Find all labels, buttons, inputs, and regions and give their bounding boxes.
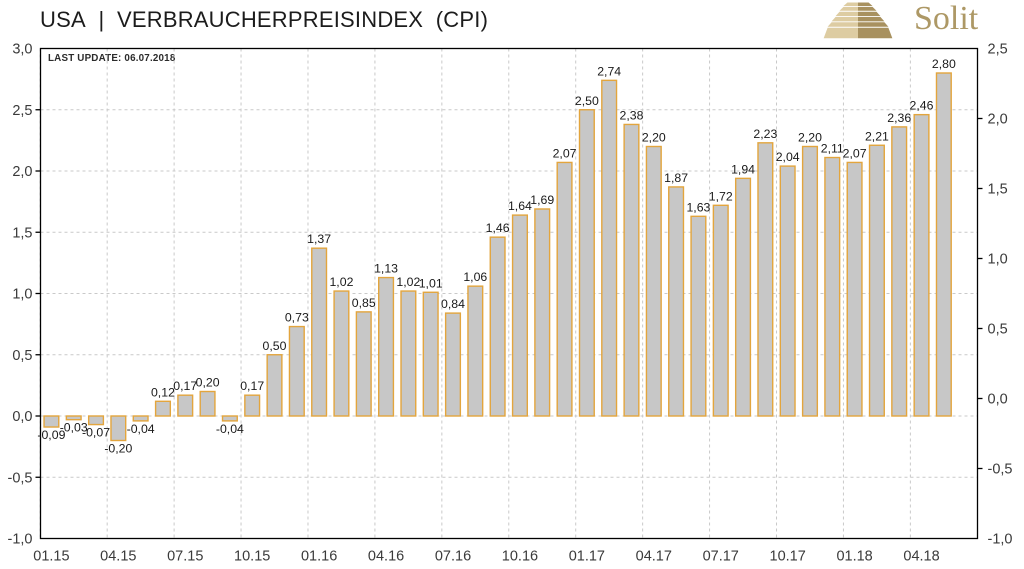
svg-text:07.15: 07.15 <box>167 549 203 565</box>
svg-text:2,38: 2,38 <box>620 108 644 122</box>
svg-text:0,17: 0,17 <box>240 379 264 393</box>
svg-text:2,07: 2,07 <box>553 146 577 160</box>
svg-text:2,07: 2,07 <box>843 146 867 160</box>
svg-text:01.17: 01.17 <box>569 549 605 565</box>
svg-text:0,73: 0,73 <box>285 311 309 325</box>
svg-text:04.18: 04.18 <box>903 549 939 565</box>
svg-text:10.15: 10.15 <box>234 549 270 565</box>
svg-text:1,13: 1,13 <box>374 262 398 276</box>
svg-text:0,84: 0,84 <box>441 297 465 311</box>
svg-text:-0,20: -0,20 <box>104 442 132 456</box>
svg-text:2,5: 2,5 <box>12 103 32 119</box>
svg-text:-0,5: -0,5 <box>8 470 33 486</box>
svg-text:1,46: 1,46 <box>486 221 510 235</box>
svg-text:0,0: 0,0 <box>12 409 32 425</box>
svg-text:1,5: 1,5 <box>988 182 1008 198</box>
svg-text:2,50: 2,50 <box>575 94 599 108</box>
svg-text:2,5: 2,5 <box>988 42 1008 58</box>
svg-text:04.17: 04.17 <box>636 549 672 565</box>
svg-text:2,11: 2,11 <box>821 142 844 156</box>
svg-text:1,64: 1,64 <box>508 199 532 213</box>
svg-text:-1,0: -1,0 <box>8 532 33 548</box>
svg-text:2,23: 2,23 <box>753 127 777 141</box>
svg-text:0,20: 0,20 <box>196 376 220 390</box>
svg-text:2,46: 2,46 <box>910 99 934 113</box>
svg-text:1,87: 1,87 <box>664 171 688 185</box>
svg-text:0,50: 0,50 <box>263 339 287 353</box>
svg-text:01.18: 01.18 <box>836 549 872 565</box>
svg-text:10.16: 10.16 <box>502 549 538 565</box>
svg-text:0,17: 0,17 <box>173 379 197 393</box>
svg-text:2,04: 2,04 <box>776 150 800 164</box>
svg-text:1,0: 1,0 <box>12 287 32 303</box>
svg-text:2,20: 2,20 <box>642 131 666 145</box>
svg-text:0,5: 0,5 <box>988 322 1008 338</box>
svg-text:0,85: 0,85 <box>352 296 376 310</box>
svg-text:1,69: 1,69 <box>530 193 554 207</box>
svg-text:2,80: 2,80 <box>932 57 956 71</box>
svg-text:1,01: 1,01 <box>419 276 443 290</box>
svg-text:10.17: 10.17 <box>770 549 806 565</box>
svg-text:1,06: 1,06 <box>463 270 487 284</box>
svg-text:2,20: 2,20 <box>798 131 822 145</box>
svg-text:1,0: 1,0 <box>988 252 1008 268</box>
svg-text:01.15: 01.15 <box>33 549 69 565</box>
svg-text:0,12: 0,12 <box>151 385 175 399</box>
svg-text:07.16: 07.16 <box>435 549 471 565</box>
svg-text:LAST UPDATE: 06.07.2018: LAST UPDATE: 06.07.2018 <box>48 53 176 64</box>
svg-text:-0,5: -0,5 <box>988 462 1013 478</box>
svg-text:0,5: 0,5 <box>12 348 32 364</box>
svg-text:3,0: 3,0 <box>12 42 32 58</box>
svg-text:-0,07: -0,07 <box>82 426 110 440</box>
svg-text:2,36: 2,36 <box>887 111 911 125</box>
svg-text:1,5: 1,5 <box>12 225 32 241</box>
svg-text:1,02: 1,02 <box>329 275 353 289</box>
svg-text:01.16: 01.16 <box>301 549 337 565</box>
svg-text:1,37: 1,37 <box>307 232 331 246</box>
svg-text:-0,04: -0,04 <box>216 422 244 436</box>
svg-text:1,02: 1,02 <box>396 275 420 289</box>
svg-text:2,21: 2,21 <box>865 129 889 143</box>
svg-text:07.17: 07.17 <box>703 549 739 565</box>
svg-text:1,72: 1,72 <box>709 189 733 203</box>
svg-text:04.15: 04.15 <box>100 549 136 565</box>
svg-text:-1,0: -1,0 <box>988 532 1013 548</box>
svg-text:0,0: 0,0 <box>988 392 1008 408</box>
svg-text:1,63: 1,63 <box>686 200 710 214</box>
svg-text:2,0: 2,0 <box>988 112 1008 128</box>
svg-text:Solit: Solit <box>914 0 979 37</box>
svg-text:2,74: 2,74 <box>597 64 621 78</box>
svg-text:2,0: 2,0 <box>12 164 32 180</box>
svg-text:04.16: 04.16 <box>368 549 404 565</box>
svg-text:1,94: 1,94 <box>731 162 755 176</box>
svg-text:-0,04: -0,04 <box>127 422 155 436</box>
